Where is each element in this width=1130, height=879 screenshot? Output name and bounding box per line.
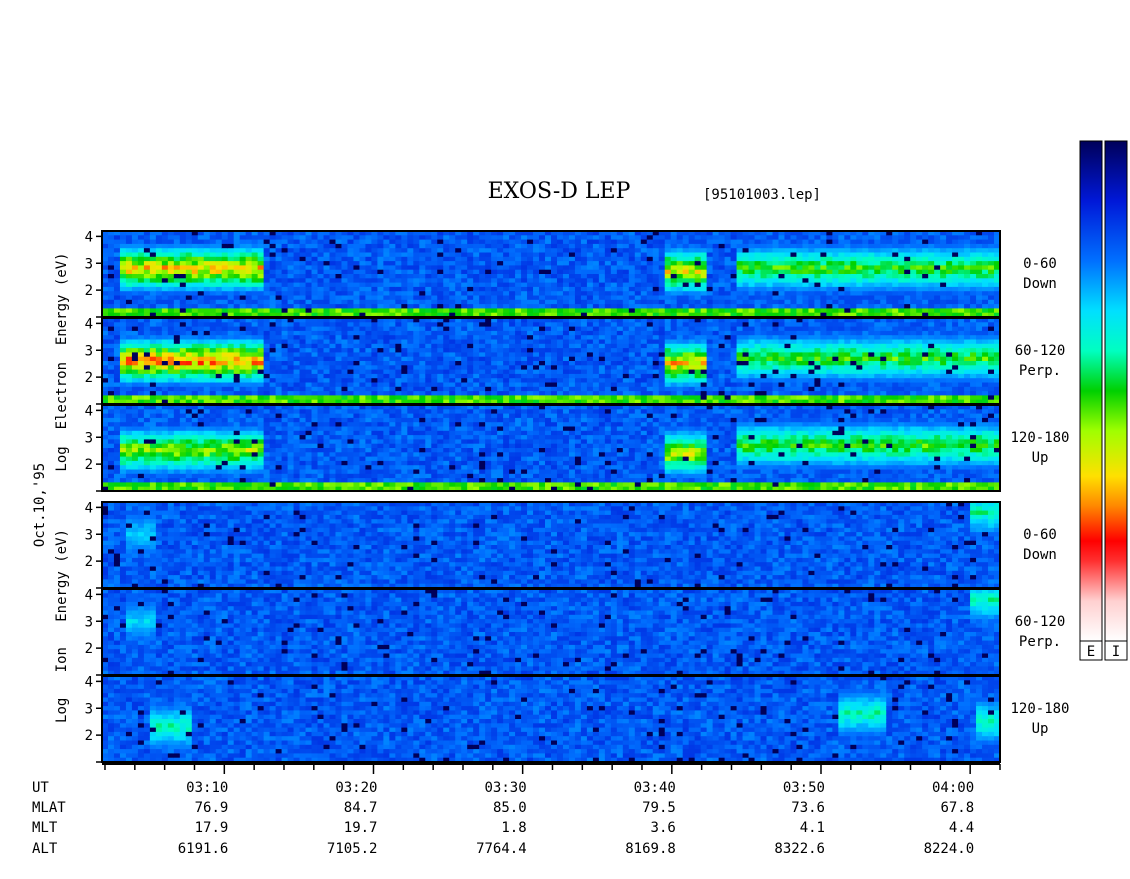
ephemeris-value-alt: 8224.0 <box>924 841 975 857</box>
y-tick-label: 3 <box>85 527 93 543</box>
ephemeris-value-mlt: 4.4 <box>949 820 974 836</box>
file-label: [95101003.lep] <box>703 187 821 203</box>
ephemeris-value-ut: 03:20 <box>335 780 377 796</box>
electron-y-axis-label: Log Electron Energy (eV) <box>54 252 70 471</box>
ephemeris-value-alt: 8169.8 <box>625 841 676 857</box>
panel-direction-label: Up <box>1032 450 1049 466</box>
panel-direction-label: Perp. <box>1019 363 1061 379</box>
ephemeris-value-mlt: 19.7 <box>344 820 378 836</box>
panel-pitch-label: 60-120 <box>1015 614 1066 630</box>
time-axis <box>102 764 1000 774</box>
panel-pitch-label: 120-180 <box>1010 430 1069 446</box>
y-tick-label: 2 <box>85 457 93 473</box>
panel-pitch-label: 0-60 <box>1023 527 1057 543</box>
y-tick-label: 2 <box>85 370 93 386</box>
ephemeris-value-mlt: 4.1 <box>800 820 825 836</box>
ephemeris-row-label: ALT <box>32 841 58 857</box>
ephemeris-table: UT MLAT MLT ALT 03:10 76.9 17.9 6191.6 03:20 84.7… <box>32 780 974 857</box>
chart-title: EXOS-D LEP <box>488 179 631 204</box>
panel-direction-label: Up <box>1032 721 1049 737</box>
y-tick-label: 3 <box>85 343 93 359</box>
panel-labels: 0-60 Down 60-120 Perp. 120-180 Up 0-60 Down 60-1… <box>1010 256 1069 737</box>
y-tick-label: 4 <box>85 403 93 419</box>
ephemeris-value-mlat: 79.5 <box>642 800 676 816</box>
ephemeris-value-ut: 03:40 <box>634 780 676 796</box>
ephemeris-value-ut: 03:30 <box>485 780 527 796</box>
y-tick-label: 3 <box>85 430 93 446</box>
color-bar-electron: E <box>1080 141 1102 660</box>
color-bar-label-ion: I <box>1112 644 1120 660</box>
ephemeris-value-mlat: 84.7 <box>344 800 378 816</box>
y-tick-label: 4 <box>85 229 93 245</box>
y-tick-label: 3 <box>85 614 93 630</box>
ephemeris-value-ut: 03:50 <box>783 780 825 796</box>
spectrogram-panels: 2 3 4 2 3 4 2 3 4 2 3 4 2 3 4 2 3 4 <box>85 229 1001 762</box>
panel-direction-label: Perp. <box>1019 634 1061 650</box>
ephemeris-row-label: MLT <box>32 820 58 836</box>
ephemeris-value-mlt: 17.9 <box>195 820 229 836</box>
y-tick-label: 4 <box>85 316 93 332</box>
date-label: Oct.10,'95 <box>32 463 48 547</box>
ephemeris-value-ut: 03:10 <box>186 780 228 796</box>
panel-electron-up: 2 3 4 <box>85 403 1001 491</box>
ephemeris-row-label: MLAT <box>32 800 66 816</box>
y-tick-label: 2 <box>85 554 93 570</box>
ephemeris-value-alt: 8322.6 <box>774 841 825 857</box>
ephemeris-value-mlat: 73.6 <box>791 800 825 816</box>
ion-y-axis-label: Log Ion Energy (eV) <box>54 529 70 723</box>
ephemeris-value-mlt: 3.6 <box>651 820 676 836</box>
ephemeris-value-mlat: 67.8 <box>940 800 974 816</box>
panel-electron-perp: 2 3 4 <box>85 316 1001 404</box>
panel-ion-up: 2 3 4 <box>85 674 1001 762</box>
ephemeris-value-alt: 7764.4 <box>476 841 527 857</box>
panel-pitch-label: 60-120 <box>1015 343 1066 359</box>
panel-ion-down: 2 3 4 <box>85 500 1001 588</box>
y-tick-label: 3 <box>85 256 93 272</box>
panel-electron-down: 2 3 4 <box>85 229 1001 317</box>
y-tick-label: 4 <box>85 500 93 516</box>
panel-pitch-label: 120-180 <box>1010 701 1069 717</box>
color-bar-ion: I <box>1105 141 1127 660</box>
y-tick-label: 2 <box>85 641 93 657</box>
y-tick-label: 2 <box>85 283 93 299</box>
y-tick-label: 4 <box>85 674 93 690</box>
ephemeris-row-label: UT <box>32 780 49 796</box>
ephemeris-value-alt: 7105.2 <box>327 841 378 857</box>
panel-direction-label: Down <box>1023 276 1057 292</box>
color-bar-label-electron: E <box>1087 644 1095 660</box>
y-tick-label: 4 <box>85 587 93 603</box>
ephemeris-value-mlat: 85.0 <box>493 800 527 816</box>
y-tick-label: 3 <box>85 701 93 717</box>
ephemeris-value-mlt: 1.8 <box>501 820 526 836</box>
y-tick-label: 2 <box>85 728 93 744</box>
panel-pitch-label: 0-60 <box>1023 256 1057 272</box>
panel-direction-label: Down <box>1023 547 1057 563</box>
ephemeris-value-alt: 6191.6 <box>178 841 229 857</box>
ephemeris-value-mlat: 76.9 <box>195 800 229 816</box>
panel-ion-perp: 2 3 4 <box>85 587 1001 675</box>
ephemeris-value-ut: 04:00 <box>932 780 974 796</box>
